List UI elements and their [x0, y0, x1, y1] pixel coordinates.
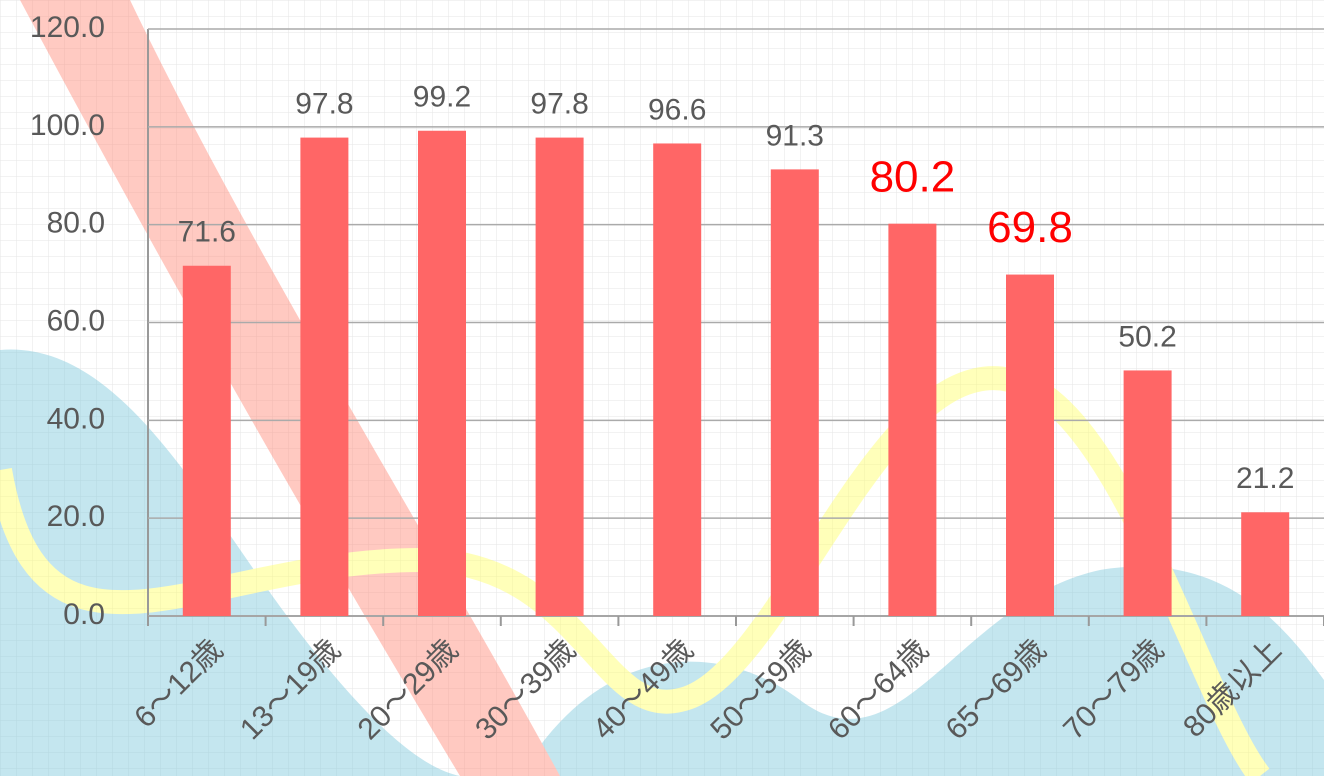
y-tick-label: 120.0	[30, 11, 105, 44]
data-label: 99.2	[413, 81, 471, 114]
data-label: 97.8	[530, 88, 588, 121]
data-label: 97.8	[295, 88, 353, 121]
bar	[1006, 275, 1054, 616]
chart: 0.020.040.060.080.0100.0120.06～12歳71.613…	[0, 0, 1324, 776]
y-tick-label: 80.0	[47, 207, 105, 240]
bar	[888, 224, 936, 616]
data-label: 91.3	[766, 119, 824, 152]
y-tick-label: 0.0	[63, 598, 105, 631]
bar	[1124, 370, 1172, 616]
data-label: 50.2	[1118, 320, 1176, 353]
data-label: 96.6	[648, 93, 706, 126]
bar	[183, 266, 231, 616]
bar	[653, 143, 701, 616]
data-label: 80.2	[870, 152, 956, 201]
bar	[1241, 512, 1289, 616]
y-tick-label: 20.0	[47, 500, 105, 533]
y-tick-label: 40.0	[47, 402, 105, 435]
bar	[536, 138, 584, 616]
bar	[300, 138, 348, 616]
bar	[771, 169, 819, 616]
y-tick-label: 60.0	[47, 304, 105, 337]
data-label: 21.2	[1236, 462, 1294, 495]
y-tick-label: 100.0	[30, 109, 105, 142]
bar	[418, 131, 466, 616]
data-label: 69.8	[987, 203, 1073, 252]
data-label: 71.6	[178, 216, 236, 249]
